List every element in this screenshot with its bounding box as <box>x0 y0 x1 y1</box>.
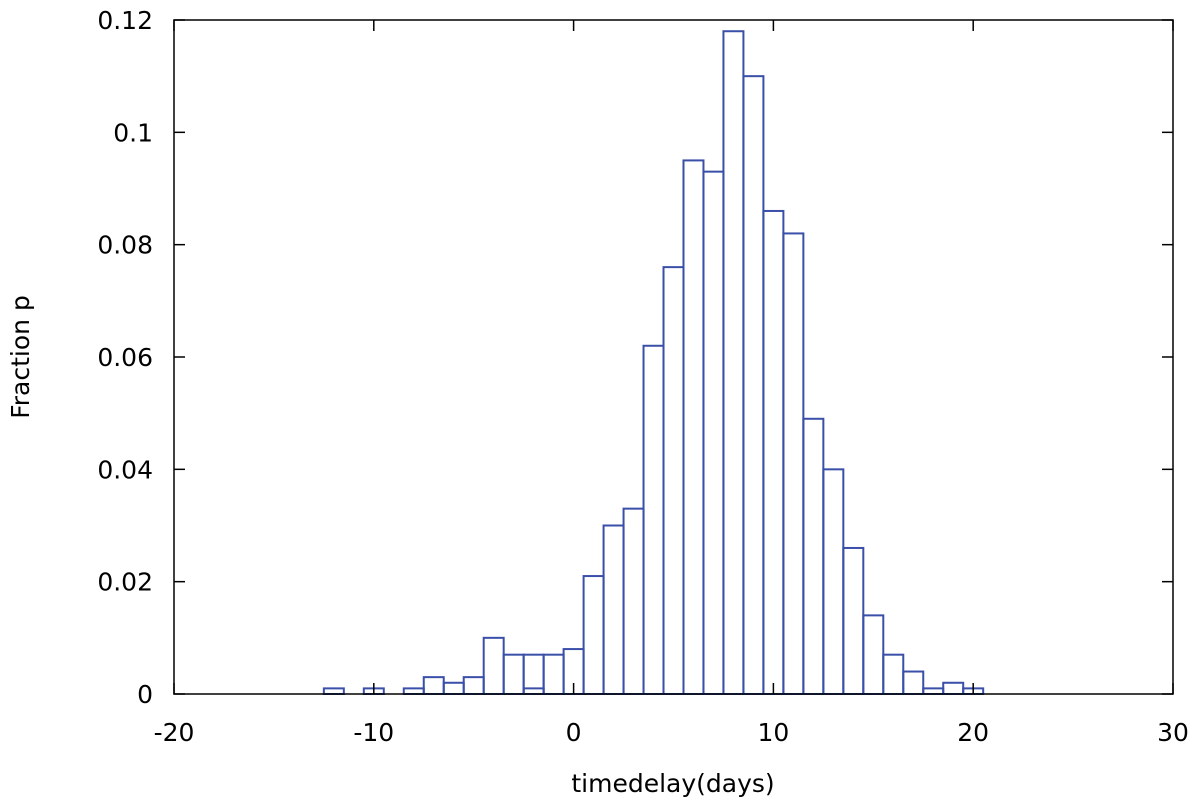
x-tick-label: 0 <box>566 718 582 747</box>
y-tick-label: 0.12 <box>97 6 153 35</box>
histogram-bar <box>942 681 965 695</box>
x-tick-label: 30 <box>1157 718 1189 747</box>
histogram-bar <box>582 575 605 695</box>
y-tick-label: 0.06 <box>97 343 153 372</box>
y-axis-title: Fraction p <box>6 295 35 419</box>
histogram-bar <box>402 687 425 696</box>
histogram-bar <box>662 266 685 695</box>
histogram-bar <box>802 417 825 695</box>
histogram-bar <box>902 670 925 695</box>
y-tick-label: 0 <box>137 680 153 709</box>
x-tick-label: 10 <box>757 718 789 747</box>
histogram-bar <box>462 676 485 696</box>
histogram-bar <box>322 687 345 696</box>
y-tick-label: 0.1 <box>113 118 153 147</box>
histogram-bar <box>642 344 665 695</box>
y-tick-label: 0.02 <box>97 568 153 597</box>
x-tick-labels: -20 -10 0 10 20 30 <box>154 718 1189 747</box>
histogram-bar <box>922 687 945 696</box>
y-tick-labels: 0 0.02 0.04 0.06 0.08 0.1 0.12 <box>97 6 153 709</box>
x-tick-label: -20 <box>154 718 195 747</box>
histogram-bar <box>622 507 645 695</box>
x-axis-title: timedelay(days) <box>571 769 774 798</box>
histogram-bar <box>702 170 725 695</box>
plot-frame <box>173 19 1174 695</box>
histogram-bar <box>842 546 865 696</box>
histogram-bar <box>742 75 765 695</box>
histogram-bar <box>422 676 445 696</box>
y-tick-label: 0.08 <box>97 231 153 260</box>
x-tick-label: -10 <box>353 718 394 747</box>
histogram-bar <box>522 687 545 696</box>
histogram-bar <box>682 159 705 695</box>
histogram-bar <box>722 30 745 695</box>
histogram-bar <box>882 653 905 696</box>
y-tick-label: 0.04 <box>97 455 153 484</box>
histogram-bar <box>782 232 805 696</box>
bars-group <box>322 30 985 696</box>
ticks-group <box>173 19 1174 695</box>
histogram-bar <box>502 653 525 696</box>
histogram-bar <box>762 209 785 695</box>
histogram-bar <box>602 524 625 695</box>
histogram-bar <box>542 653 565 696</box>
x-tick-label: 20 <box>957 718 989 747</box>
histogram-bar <box>442 681 465 695</box>
histogram-bar <box>822 468 845 696</box>
histogram-bar <box>862 614 885 695</box>
histogram-bar <box>482 636 505 695</box>
